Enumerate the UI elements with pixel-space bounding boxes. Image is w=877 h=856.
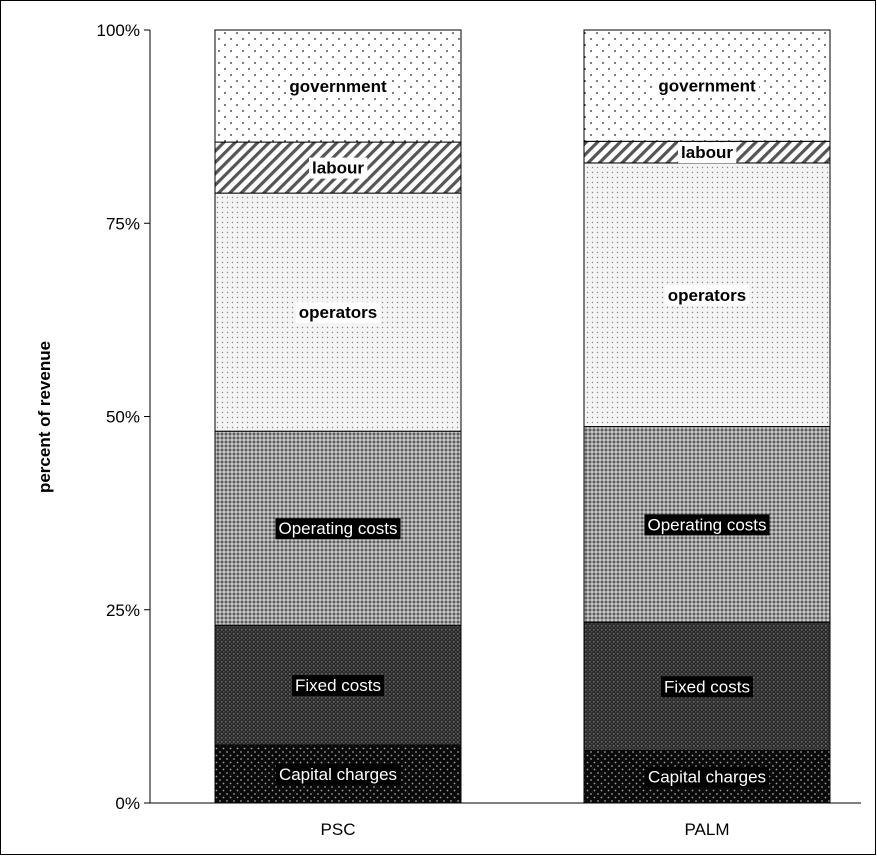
segment-label-background bbox=[286, 76, 390, 98]
segment-label-background bbox=[664, 284, 750, 306]
segment-label-group-psc-operators: operators bbox=[295, 302, 381, 324]
segment-label-group-palm-fixed-costs: Fixed costs bbox=[661, 676, 753, 698]
segment-label: Operating costs bbox=[647, 515, 766, 534]
segment-label-group-psc-government: government bbox=[286, 76, 390, 98]
y-tick-label: 0% bbox=[115, 794, 140, 813]
plot-area: 0% 25% 50% 75% 100% Capital charges Fixed cost… bbox=[97, 21, 861, 839]
segment-label: Operating costs bbox=[278, 519, 397, 538]
segment-label: operators bbox=[299, 303, 377, 322]
segment-label: Capital charges bbox=[279, 765, 397, 784]
y-tick-label: 25% bbox=[106, 601, 140, 620]
segment-label-background bbox=[275, 764, 401, 786]
segment-label-group-palm-operators: operators bbox=[664, 284, 750, 306]
segment-label-background bbox=[295, 302, 381, 324]
segment-label-group-palm-capital-charges: Capital charges bbox=[644, 766, 770, 788]
segment-label: government bbox=[658, 77, 756, 96]
segment-label: labour bbox=[312, 159, 364, 178]
segment-label-group-psc-labour: labour bbox=[309, 157, 368, 179]
segment-label-background bbox=[644, 766, 770, 788]
segment-label-background bbox=[292, 675, 384, 697]
segment-label-background bbox=[661, 676, 753, 698]
segment-label: Fixed costs bbox=[664, 677, 750, 696]
segment-label: Fixed costs bbox=[295, 676, 381, 695]
segment-label-group-palm-government: government bbox=[655, 75, 759, 97]
segment-label: labour bbox=[681, 143, 733, 162]
segment-label-background bbox=[655, 75, 759, 97]
segment-label-background bbox=[678, 142, 737, 164]
y-tick-label: 100% bbox=[97, 21, 140, 40]
segment-label-background bbox=[644, 514, 770, 536]
x-category-label: PALM bbox=[684, 820, 729, 839]
segment-label-background bbox=[275, 518, 401, 540]
segment-label-group-palm-operating-costs: Operating costs bbox=[644, 514, 770, 536]
segment-label: operators bbox=[668, 286, 746, 305]
segment-label: Capital charges bbox=[648, 768, 766, 787]
segment-label-group-palm-labour: labour bbox=[678, 142, 737, 164]
segment-label-background bbox=[309, 157, 368, 179]
segment-label-group-psc-operating-costs: Operating costs bbox=[275, 518, 401, 540]
segment-label: government bbox=[289, 77, 387, 96]
x-category-label: PSC bbox=[321, 820, 356, 839]
y-axis-label: percent of revenue bbox=[35, 341, 54, 493]
y-tick-label: 75% bbox=[106, 214, 140, 233]
segment-label-group-psc-fixed-costs: Fixed costs bbox=[292, 675, 384, 697]
y-tick-label: 50% bbox=[106, 408, 140, 427]
segment-label-group-psc-capital-charges: Capital charges bbox=[275, 764, 401, 786]
